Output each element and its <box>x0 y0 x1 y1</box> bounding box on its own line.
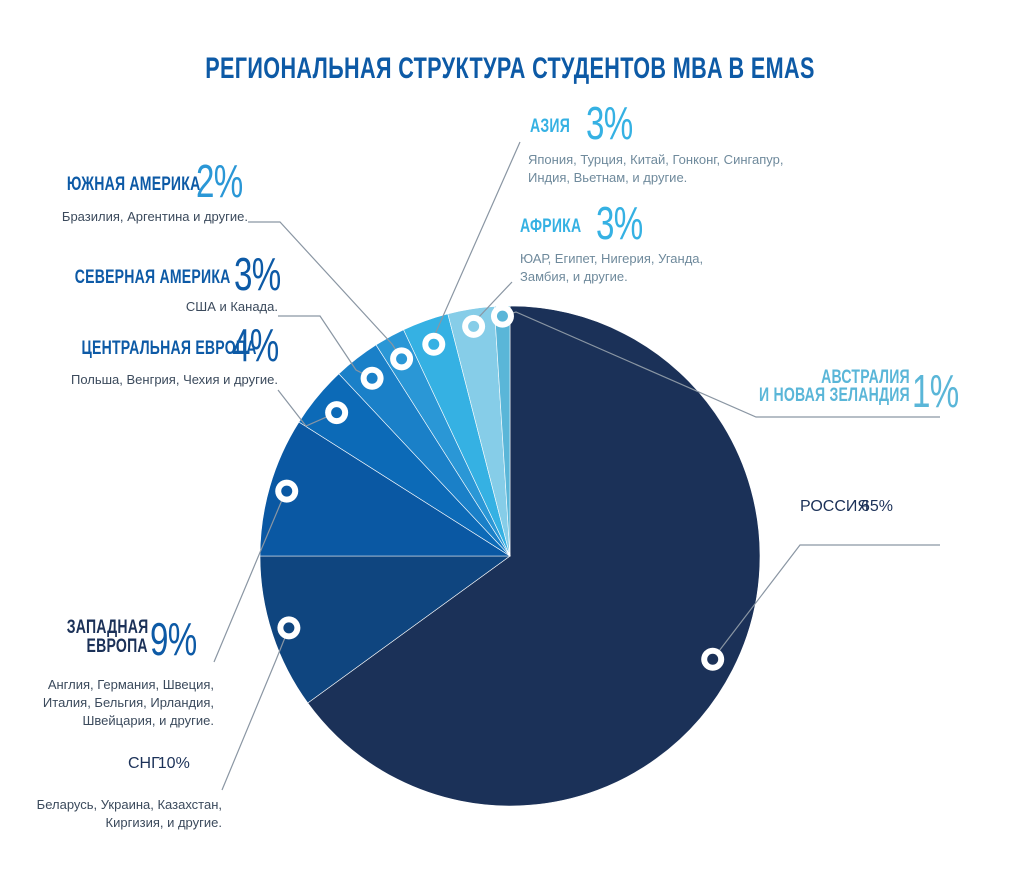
label-africa-pct-wrap: 3% <box>596 200 660 246</box>
label-cis: СНГ 10% <box>128 755 190 773</box>
label-africa-desc-wrap: ЮАР, Египет, Нигерия, Уганда, Замбия, и … <box>520 250 703 286</box>
label-australia-name-wrap: АВСТРАЛИЯ И НОВАЯ ЗЕЛАНДИЯ <box>700 367 910 406</box>
label-asia-name: АЗИЯ <box>530 116 571 137</box>
label-asia-name-wrap: АЗИЯ <box>530 116 584 138</box>
label-africa-name: АФРИКА <box>520 216 582 237</box>
label-west-name-line1: ЗАПАДНАЯ <box>66 617 148 638</box>
pie-slices <box>259 305 761 807</box>
label-cis-desc-wrap: Беларусь, Украина, Казахстан, Киргизия, … <box>20 796 222 832</box>
label-asia-pct: 3% <box>586 97 633 149</box>
label-north-pct-wrap: 3% <box>234 251 298 297</box>
label-central-desc: Польша, Венгрия, Чехия и другие. <box>70 372 278 387</box>
slice-markers <box>275 304 725 671</box>
label-africa-name-wrap: АФРИКА <box>520 216 603 238</box>
label-cis-desc: Беларусь, Украина, Казахстан, Киргизия, … <box>36 797 222 830</box>
label-north-pct: 3% <box>234 248 281 300</box>
label-australia-pct: 1% <box>912 365 959 417</box>
label-north-name: СЕВЕРНАЯ АМЕРИКА <box>74 267 231 288</box>
label-africa-pct: 3% <box>596 197 643 249</box>
slice-marker-dot-8 <box>496 310 508 322</box>
chart-title: РЕГИОНАЛЬНАЯ СТРУКТУРА СТУДЕНТОВ MBA В E… <box>205 52 815 85</box>
label-north-name-wrap: СЕВЕРНАЯ АМЕРИКА <box>20 267 231 289</box>
label-australia-name-line2: И НОВАЯ ЗЕЛАНДИЯ <box>759 385 910 406</box>
slice-marker-dot-0 <box>707 653 719 665</box>
label-australia-name-line1: АВСТРАЛИЯ <box>821 367 910 388</box>
leader-line-0 <box>712 544 940 660</box>
label-south-name-wrap: ЮЖНАЯ АМЕРИКА <box>20 174 200 196</box>
label-north-desc: США и Канада. <box>185 299 278 314</box>
label-south-pct: 2% <box>196 155 243 207</box>
label-west-desc-wrap: Англия, Германия, Швеция, Италия, Бельги… <box>20 676 214 730</box>
slice-marker-dot-3 <box>331 407 343 419</box>
label-australia-pct-wrap: 1% <box>912 368 976 414</box>
label-west-name-wrap: ЗАПАДНАЯ ЕВРОПА <box>30 617 148 658</box>
label-asia-desc-wrap: Япония, Турция, Китай, Гонконг, Сингапур… <box>528 151 783 187</box>
label-north-desc-wrap: США и Канада. <box>20 298 278 316</box>
label-central-name: ЦЕНТРАЛЬНАЯ ЕВРОПА <box>81 338 257 359</box>
pie-slice-2 <box>259 421 512 557</box>
label-west-desc: Англия, Германия, Швеция, Италия, Бельги… <box>42 677 214 728</box>
label-west-pct: 9% <box>150 613 197 665</box>
label-central-pct: 4% <box>232 319 279 371</box>
label-asia-desc: Япония, Турция, Китай, Гонконг, Сингапур… <box>528 152 784 185</box>
slice-marker-dot-7 <box>468 320 480 332</box>
label-central-pct-wrap: 4% <box>232 322 296 368</box>
label-central-name-wrap: ЦЕНТРАЛЬНАЯ ЕВРОПА <box>20 338 257 360</box>
slice-marker-dot-5 <box>396 353 408 365</box>
label-central-desc-wrap: Польша, Венгрия, Чехия и другие. <box>20 371 278 389</box>
slice-marker-dot-6 <box>428 338 440 350</box>
slice-marker-dot-4 <box>366 372 378 384</box>
label-africa-desc: ЮАР, Египет, Нигерия, Уганда, Замбия, и … <box>520 251 704 284</box>
label-south-desc: Бразилия, Аргентина и другие. <box>61 209 248 224</box>
label-cis-name: СНГ <box>128 755 160 772</box>
pie-slice-0 <box>307 305 761 807</box>
label-cis-pct: 10% <box>157 755 190 772</box>
label-south-desc-wrap: Бразилия, Аргентина и другие. <box>20 208 248 226</box>
label-west-pct-wrap: 9% <box>150 616 214 662</box>
slice-marker-dot-1 <box>283 622 295 634</box>
label-south-name: ЮЖНАЯ АМЕРИКА <box>66 174 201 195</box>
label-russia-pct: 65% <box>860 498 893 515</box>
label-russia: РОССИЯ 65% <box>800 498 893 516</box>
label-west-name-line2: ЕВРОПА <box>86 636 148 657</box>
label-south-pct-wrap: 2% <box>196 158 260 204</box>
slice-marker-dot-2 <box>281 485 293 497</box>
label-russia-name: РОССИЯ <box>800 498 869 515</box>
pie-slice-1 <box>259 555 511 704</box>
label-asia-pct-wrap: 3% <box>586 100 650 146</box>
leader-line-1 <box>221 627 290 791</box>
